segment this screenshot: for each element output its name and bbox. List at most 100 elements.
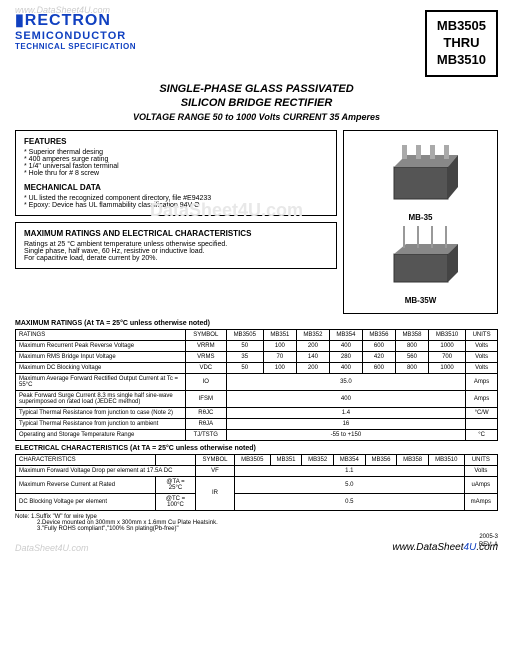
table-cell: -55 to +150 bbox=[226, 429, 466, 440]
component-image-1 bbox=[376, 139, 466, 209]
table-row: Operating and Storage Temperature RangeT… bbox=[16, 429, 498, 440]
table-row: Typical Thermal Resistance from junction… bbox=[16, 407, 498, 418]
header-row: ▮RECTRON SEMICONDUCTOR TECHNICAL SPECIFI… bbox=[15, 10, 498, 77]
table-header: MB352 bbox=[296, 329, 329, 340]
max-line-1: Ratings at 25 °C ambient temperature unl… bbox=[24, 241, 328, 248]
watermark-top-left: www.DataSheet4U.com bbox=[15, 5, 110, 15]
table-cell: 280 bbox=[329, 351, 362, 362]
table-header: UNITS bbox=[466, 329, 498, 340]
max-title: MAXIMUM RATINGS AND ELECTRICAL CHARACTER… bbox=[24, 229, 328, 238]
table-cell: 400 bbox=[329, 362, 362, 373]
table-header: MB356 bbox=[362, 329, 395, 340]
table-cell: 35 bbox=[226, 351, 263, 362]
max-line-2: Single phase, half wave, 60 Hz, resistiv… bbox=[24, 248, 328, 255]
table-cell: Volts bbox=[464, 465, 497, 476]
table-cell: Maximum Reverse Current at Rated bbox=[16, 476, 156, 493]
table-row: Maximum Forward Voltage Drop per element… bbox=[16, 465, 498, 476]
table-cell: Operating and Storage Temperature Range bbox=[16, 429, 186, 440]
table-header: MB3505 bbox=[234, 454, 270, 465]
table-cell: 400 bbox=[226, 390, 466, 407]
feature-item: Superior thermal desing bbox=[24, 149, 328, 156]
table-cell: IO bbox=[186, 373, 227, 390]
table-cell: Maximum Average Forward Rectified Output… bbox=[16, 373, 186, 390]
part-line-3: MB3510 bbox=[437, 52, 486, 69]
table-header: MB354 bbox=[329, 329, 362, 340]
table-cell: 200 bbox=[296, 362, 329, 373]
max-ratings-title: MAXIMUM RATINGS (At TA = 25°C unless oth… bbox=[15, 320, 498, 327]
table-cell: 1000 bbox=[428, 362, 465, 373]
brand-block: ▮RECTRON SEMICONDUCTOR TECHNICAL SPECIFI… bbox=[15, 10, 136, 51]
notes-block: Note: 1.Suffix "W" for wire type 2.Devic… bbox=[15, 514, 498, 532]
table-cell: 1.1 bbox=[234, 465, 464, 476]
table-cell: 420 bbox=[362, 351, 395, 362]
table-cell: mAmps bbox=[464, 493, 497, 510]
left-column: FEATURES Superior thermal desing 400 amp… bbox=[15, 130, 337, 314]
brand-spec: TECHNICAL SPECIFICATION bbox=[15, 42, 136, 51]
table-cell: Maximum RMS Bridge Input Voltage bbox=[16, 351, 186, 362]
table-row: Peak Forward Surge Current 8.3 ms single… bbox=[16, 390, 498, 407]
table-cell: RθJA bbox=[186, 418, 227, 429]
table-header: SYMBOL bbox=[186, 329, 227, 340]
table-cell: @TA = 25°C bbox=[156, 476, 196, 493]
table-row: DC Blocking Voltage per element@TC = 100… bbox=[16, 493, 498, 510]
title-block: SINGLE-PHASE GLASS PASSIVATED SILICON BR… bbox=[15, 83, 498, 122]
watermark-bottom-left: DataSheet4U.com bbox=[15, 543, 89, 553]
image-block-2: MB-35W bbox=[376, 222, 466, 305]
table-cell: VRMS bbox=[186, 351, 227, 362]
table-header: MB356 bbox=[365, 454, 397, 465]
table-cell: 70 bbox=[263, 351, 296, 362]
watermark-center: DataSheet4U.com bbox=[150, 200, 303, 221]
table-cell: 800 bbox=[395, 340, 428, 351]
note-3: 3."Fully ROHS compliant","100% Sn platin… bbox=[15, 526, 498, 532]
table-cell: Maximum Forward Voltage Drop per element… bbox=[16, 465, 196, 476]
table-cell: IR bbox=[196, 476, 235, 510]
table-header: RATINGS bbox=[16, 329, 186, 340]
image-block-1: MB-35 bbox=[376, 139, 466, 222]
table-cell: Peak Forward Surge Current 8.3 ms single… bbox=[16, 390, 186, 407]
part-line-2: THRU bbox=[437, 35, 486, 52]
table-header: MB3505 bbox=[226, 329, 263, 340]
table-cell: 700 bbox=[428, 351, 465, 362]
max-line-3: For capacitive load, derate current by 2… bbox=[24, 255, 328, 262]
table-cell: 1000 bbox=[428, 340, 465, 351]
table-header bbox=[156, 454, 196, 465]
table-cell: Volts bbox=[466, 351, 498, 362]
title-1: SINGLE-PHASE GLASS PASSIVATED bbox=[15, 83, 498, 95]
mech-title: MECHANICAL DATA bbox=[24, 183, 328, 192]
image-label-2: MB-35W bbox=[376, 296, 466, 305]
table-header: UNITS bbox=[464, 454, 497, 465]
table-cell: 0.5 bbox=[234, 493, 464, 510]
table-header: MB358 bbox=[397, 454, 429, 465]
table-row: Maximum DC Blocking VoltageVDC5010020040… bbox=[16, 362, 498, 373]
table-row: Typical Thermal Resistance from junction… bbox=[16, 418, 498, 429]
table-cell: 100 bbox=[263, 362, 296, 373]
table-cell: Maximum Recurrent Peak Reverse Voltage bbox=[16, 340, 186, 351]
table-cell: RθJC bbox=[186, 407, 227, 418]
table-row: Maximum Recurrent Peak Reverse VoltageVR… bbox=[16, 340, 498, 351]
table-cell: 800 bbox=[395, 362, 428, 373]
table-cell: °C/W bbox=[466, 407, 498, 418]
features-list: Superior thermal desing 400 amperes surg… bbox=[24, 149, 328, 177]
table-cell: @TC = 100°C bbox=[156, 493, 196, 510]
table-cell: 50 bbox=[226, 362, 263, 373]
table-cell: 400 bbox=[329, 340, 362, 351]
table-header: MB3510 bbox=[428, 454, 464, 465]
title-3: VOLTAGE RANGE 50 to 1000 Volts CURRENT 3… bbox=[15, 112, 498, 122]
image-column: MB-35 MB-35W bbox=[343, 130, 498, 314]
table-cell: 140 bbox=[296, 351, 329, 362]
part-number-box: MB3505 THRU MB3510 bbox=[425, 10, 498, 77]
image-label-1: MB-35 bbox=[376, 213, 466, 222]
table-cell: 200 bbox=[296, 340, 329, 351]
elec-char-title: ELECTRICAL CHARACTERISTICS (At TA = 25°C… bbox=[15, 445, 498, 452]
table-cell: VDC bbox=[186, 362, 227, 373]
table-cell: 100 bbox=[263, 340, 296, 351]
max-ratings-table: RATINGSSYMBOLMB3505MB351MB352MB354MB356M… bbox=[15, 329, 498, 441]
component-image-2 bbox=[376, 222, 466, 292]
table-header: MB358 bbox=[395, 329, 428, 340]
watermark-bottom-right: www.DataSheet4U.com bbox=[392, 542, 498, 553]
table-cell: uAmps bbox=[464, 476, 497, 493]
table-cell: 50 bbox=[226, 340, 263, 351]
table-cell: Maximum DC Blocking Voltage bbox=[16, 362, 186, 373]
table-cell: 560 bbox=[395, 351, 428, 362]
table-row: Maximum Reverse Current at Rated@TA = 25… bbox=[16, 476, 498, 493]
